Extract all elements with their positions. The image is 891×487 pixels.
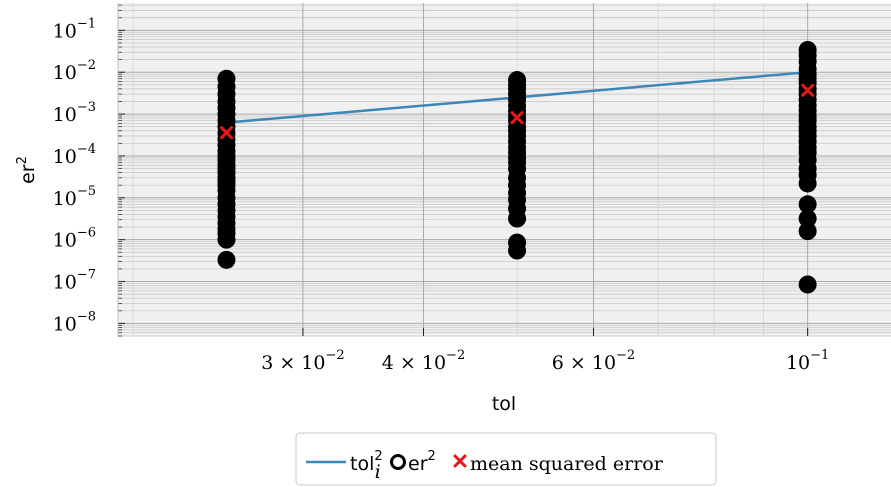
series-mse-group (219, 83, 815, 140)
legend-entry-er-sup: 2 (428, 449, 436, 464)
data-point-er2 (798, 222, 817, 241)
y-tick-label-base: 10 (53, 188, 77, 210)
y-tick-label-base: 10 (53, 230, 77, 252)
data-point-mse (801, 83, 815, 97)
y-tick-label-base: 10 (53, 62, 77, 84)
y-tick-label: 10−7 (53, 268, 96, 294)
y-tick-label-base: 10 (53, 272, 77, 294)
y-axis-label-sup: 2 (15, 156, 30, 164)
x-tick-label-base: 3 × 10 (261, 352, 325, 374)
mse-stroke (219, 126, 233, 140)
grid (118, 3, 891, 337)
y-tick-labels: 10−110−210−310−410−510−610−710−8 (53, 16, 96, 335)
y-tick-label-base: 10 (53, 146, 77, 168)
y-tick-label-exp: −4 (77, 142, 96, 157)
legend-entry-tol-base: tol (350, 453, 374, 475)
y-tick-label: 10−2 (53, 58, 96, 84)
x-tick-label-base: 4 × 10 (382, 352, 446, 374)
y-tick-label: 10−1 (53, 16, 96, 42)
data-point-er2 (798, 174, 817, 193)
legend-entry-er: er2 (408, 449, 436, 475)
x-tick-label-exp: −2 (616, 348, 635, 363)
y-tick-label: 10−8 (53, 309, 96, 335)
y-tick-label: 10−5 (53, 184, 96, 210)
legend-entry-tol-sup: 2 (374, 449, 382, 464)
y-tick-label-exp: −7 (77, 268, 96, 283)
y-tick-label-base: 10 (53, 104, 77, 126)
x-axis-label: tol (492, 393, 516, 415)
y-tick-label: 10−4 (53, 142, 96, 168)
legend-x-marker (453, 454, 467, 468)
x-tick-label: 10−1 (786, 348, 829, 374)
y-tick-label-exp: −3 (77, 100, 96, 115)
legend-circle-marker (390, 454, 406, 470)
legend: tol2 i er2 mean squared error (295, 432, 717, 486)
y-tick-label: 10−3 (53, 100, 96, 126)
data-point-er2 (798, 209, 817, 228)
y-tick-label-base: 10 (53, 313, 77, 335)
legend-entry-er-base: er (408, 453, 428, 475)
y-axis-label: er2 (15, 156, 39, 184)
x-tick-label-exp: −1 (810, 348, 829, 363)
data-point-er2 (508, 209, 527, 228)
mse-stroke (801, 83, 815, 97)
plot-background (118, 3, 891, 336)
ticks (118, 4, 809, 337)
x-tick-label: 6 × 10−2 (552, 348, 635, 374)
x-tick-label-base: 6 × 10 (552, 352, 616, 374)
y-tick-label-exp: −6 (77, 226, 96, 241)
legend-entry-tol: tol2 i (350, 449, 383, 483)
data-point-er2 (508, 241, 527, 260)
y-tick-label: 10−6 (53, 226, 96, 252)
x-tick-label-exp: −2 (325, 348, 344, 363)
y-tick-label-exp: −1 (77, 16, 96, 31)
y-tick-label-exp: −5 (77, 184, 96, 199)
data-point-mse (219, 126, 233, 140)
legend-entry-mse: mean squared error (470, 453, 664, 475)
data-point-mse (510, 111, 524, 125)
x-tick-labels: 3 × 10−2 4 × 10−2 6 × 10−2 10−1 (261, 348, 829, 374)
x-tick-label: 3 × 10−2 (261, 348, 344, 374)
data-point-er2 (217, 250, 236, 269)
y-tick-label-exp: −8 (77, 309, 96, 324)
legend-entry-tol-sub: i (375, 461, 381, 483)
data-point-er2 (217, 230, 236, 249)
x-tick-label-exp: −2 (446, 348, 465, 363)
x-tick-label: 4 × 10−2 (382, 348, 465, 374)
y-axis-label-base: er (17, 164, 39, 184)
data-point-er2 (798, 195, 817, 214)
mse-stroke (510, 111, 524, 125)
y-tick-label-exp: −2 (77, 58, 96, 73)
data-point-er2 (798, 275, 817, 294)
y-tick-label-base: 10 (53, 20, 77, 42)
legend-box (295, 432, 717, 486)
x-tick-label-base: 10 (786, 352, 810, 374)
